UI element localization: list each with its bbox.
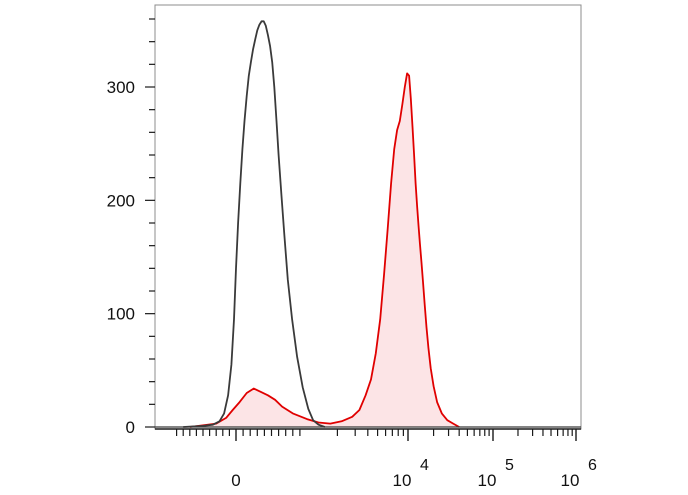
y-axis: 0 100 200 300 — [107, 18, 155, 437]
y-tick-label: 0 — [126, 418, 135, 437]
control-histogram-line — [183, 20, 326, 428]
x-tick-label: 10 — [561, 471, 580, 490]
y-tick-label: 200 — [107, 191, 135, 210]
x-tick-label: 10 — [478, 471, 497, 490]
stained-histogram-line — [189, 72, 460, 428]
series-layer — [155, 20, 581, 428]
stained-histogram-fill — [189, 73, 460, 428]
x-tick-exponent: 4 — [420, 457, 429, 474]
plot-frame — [154, 4, 582, 430]
x-tick-exponent: 5 — [505, 457, 514, 474]
y-tick-label: 100 — [107, 305, 135, 324]
y-tick-label: 300 — [107, 78, 135, 97]
x-tick-label: 0 — [231, 471, 240, 490]
x-axis: 0 10 4 10 5 10 6 — [176, 429, 597, 490]
x-tick-exponent: 6 — [588, 457, 597, 474]
x-tick-label: 10 — [393, 471, 412, 490]
